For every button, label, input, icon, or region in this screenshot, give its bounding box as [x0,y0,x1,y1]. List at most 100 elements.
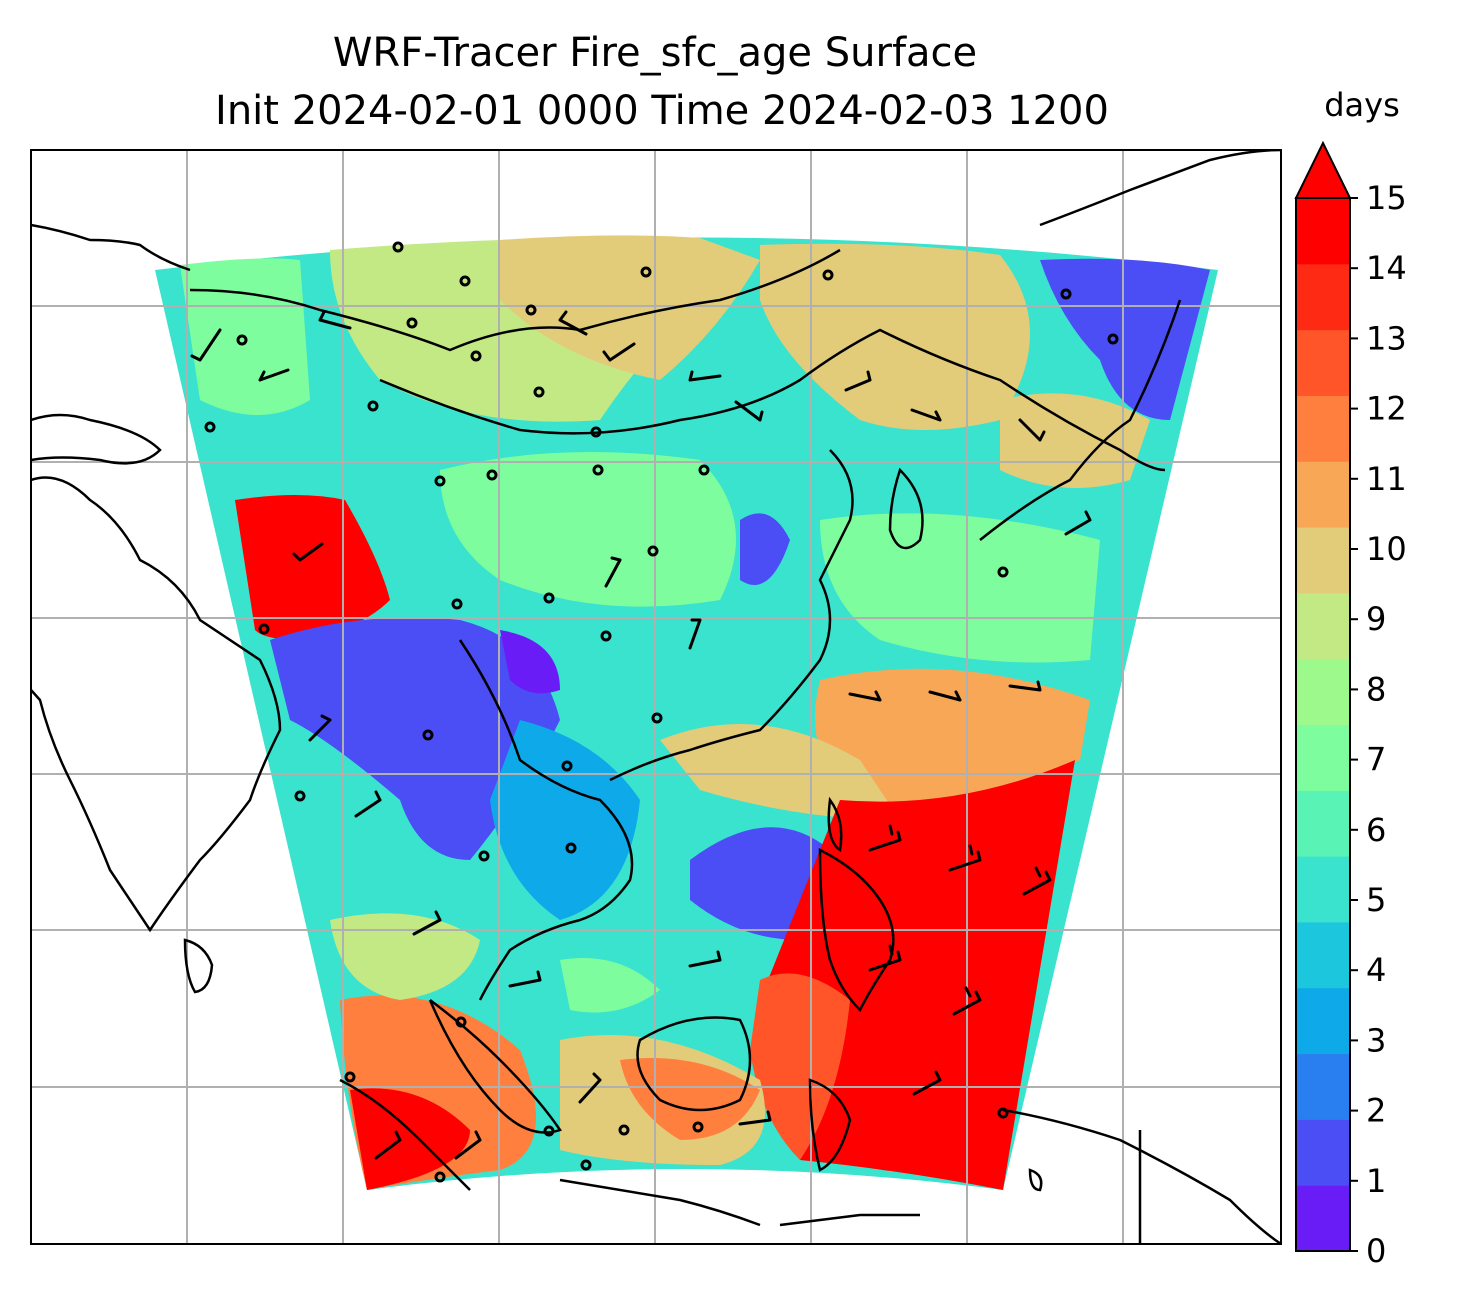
colorbar-segment [1296,1053,1350,1120]
field-patch [750,973,850,1160]
coastline-north [31,223,191,272]
border-china [189,248,841,352]
wind-barb [928,690,962,702]
colorbar-tick-label: 2 [1366,1092,1386,1130]
wind-barb [558,310,588,336]
colorbar-tick-label: 7 [1366,741,1386,779]
wind-barb [688,950,722,968]
field-patch [660,724,900,820]
calm-circle [580,1159,592,1171]
wind-barb [454,1130,482,1160]
calm-circle [434,1171,446,1183]
field-patch [330,913,480,1000]
colorbar-segment [1296,592,1350,660]
colorbar-tick-label: 11 [1366,460,1407,498]
field-patch [440,452,736,607]
colorbar-tick-label: 15 [1366,179,1407,217]
wind-barb [844,370,872,392]
coastline-srilanka [183,938,214,994]
wind-barb [258,368,290,382]
wind-barb [734,400,764,422]
calm-circle [367,400,379,412]
colorbar-tick-label: 9 [1366,600,1386,638]
colorbar-segment [1296,1185,1350,1252]
colorbar-tick-label: 13 [1366,319,1407,357]
calm-circle [543,1125,555,1137]
field-patch [1000,393,1150,488]
wind-barb [948,844,982,872]
wind-barb [912,1070,942,1096]
calm-circle [406,317,418,329]
field-patch [815,668,1090,802]
calm-circle [647,545,659,557]
wind-barb [1022,866,1052,896]
colorbar-tick-label: 0 [1366,1232,1386,1270]
coastlines [31,150,1281,1244]
colorbar-tick-label: 12 [1366,390,1407,428]
coastline-borneo [636,1016,752,1112]
calm-circle [561,760,573,772]
calm-circle [565,842,577,854]
calm-circle [258,623,270,635]
calm-circle [470,350,482,362]
field-patch [350,1088,470,1190]
colorbar-segment [1296,856,1350,923]
wind-barb [1008,680,1042,692]
wind-barb [292,542,324,562]
calm-circle [486,469,498,481]
colorbar-segment [1296,198,1350,265]
calm-circle [451,598,463,610]
coastline-indochina [458,639,634,1001]
colorbar-tick-label: 10 [1366,530,1407,568]
field-patch [490,720,640,920]
coastline-lesser-sunda [779,1213,920,1227]
wind-barb [868,824,902,852]
colorbar-segment [1296,527,1350,594]
wind-barb [412,910,442,936]
colorbar-segment [1296,658,1350,725]
wind-barb [190,328,222,362]
border-mongolia [379,328,1166,472]
calm-circle [590,426,602,438]
colorbar-segment [1296,987,1350,1055]
coastline-timor [1028,1168,1043,1192]
coastline-java [559,1178,761,1227]
calm-circle [1060,288,1072,300]
field-patch [500,630,560,694]
calm-circle [692,1121,704,1133]
wind-barb [578,1072,602,1104]
calm-circle [434,475,446,487]
colorbar-tick-label: 6 [1366,811,1386,849]
coastline-japan [979,299,1182,541]
colorbar-extend-arrow [1294,140,1352,199]
calm-circle [392,241,404,253]
colorbar-units: days [1324,86,1400,124]
colorbar-segment [1296,329,1350,396]
calm-circle [459,275,471,287]
wind-barb [868,944,902,972]
coastline-korea [888,467,924,550]
calm-circle [600,630,612,642]
calm-circle [618,1124,630,1136]
calm-circle [533,386,545,398]
coastline-india [31,476,282,933]
colorbar-segment [1296,790,1350,857]
coastline-russia-ne [1039,150,1281,227]
calm-circle [478,850,490,862]
field-patch [740,513,790,585]
wind-barb [688,370,722,382]
calm-circle [455,1016,467,1028]
calm-circle [997,1107,1009,1119]
colorbar-segment [1296,1119,1350,1186]
field-patch [1040,258,1210,420]
wind-barb [308,714,332,742]
coastline-taiwan [827,796,843,853]
wind-barb [848,690,882,702]
plot-title-line-1: WRF-Tracer Fire_sfc_age Surface [333,30,977,76]
calm-circle [236,334,248,346]
colorbar-segment [1296,395,1350,462]
wind-barb [688,618,702,650]
